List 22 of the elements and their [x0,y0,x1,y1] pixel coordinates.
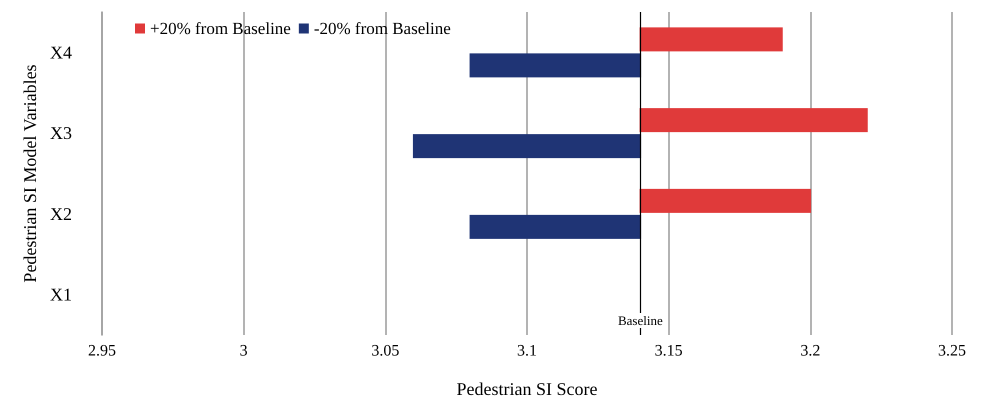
legend-label: -20% from Baseline [314,19,451,38]
bar [470,214,642,239]
x-tick-label: 2.95 [88,342,116,360]
x-tick-label: 3 [240,342,248,360]
x-tick-label: 3.15 [654,342,683,360]
y-tick-label: X4 [50,42,72,62]
bar [412,134,642,158]
bar [640,188,812,213]
bar [640,27,783,52]
y-axis-title: Pedestrian SI Model Variables [20,64,40,283]
y-tick-label: X3 [50,123,72,144]
ref-line-label: Baseline [618,313,663,328]
x-tick-label: 3.25 [938,342,966,360]
bar [640,108,868,132]
x-tick-label: 3.05 [371,342,400,360]
x-axis-title: Pedestrian SI Score [456,379,598,399]
bar [470,53,642,78]
x-tick-label: 3.1 [517,342,537,360]
legend-label: +20% from Baseline [150,19,291,38]
y-tick-label: X1 [50,284,72,305]
x-tick-label: 3.2 [800,342,820,360]
y-tick-label: X2 [50,204,72,224]
